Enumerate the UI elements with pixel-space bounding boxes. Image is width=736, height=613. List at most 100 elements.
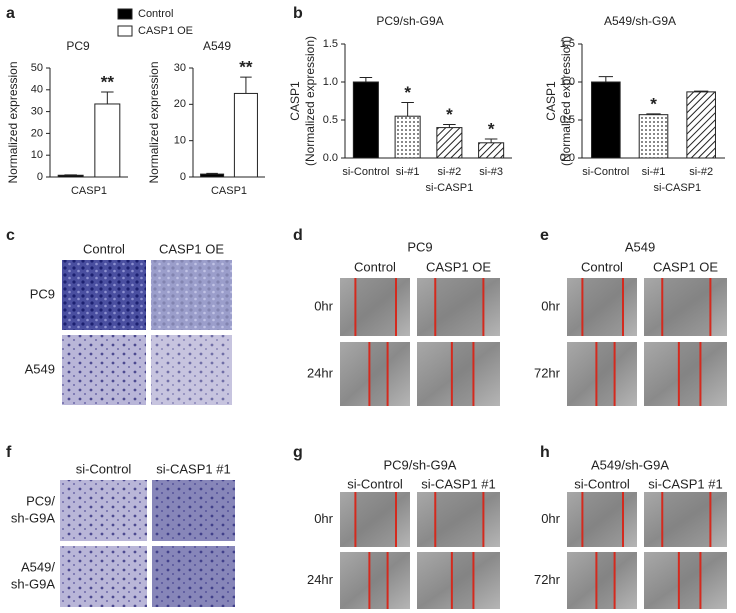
column-header: CASP1 OE [653, 259, 718, 274]
row-header: 0hr [541, 298, 560, 313]
error-bar [206, 172, 218, 175]
chart-title: A549/sh-G9A [604, 14, 676, 28]
wound-gap [435, 492, 484, 547]
panel-title: A549/sh-G9A [591, 457, 669, 472]
micrograph [417, 342, 500, 406]
wound-gap [662, 492, 711, 547]
micrograph [417, 552, 500, 609]
y-tick-label: 0 [37, 171, 43, 183]
y-tick-label: 1.5 [323, 38, 338, 50]
significance: * [446, 105, 453, 124]
panel-label: e [540, 227, 549, 244]
panel-label: g [293, 444, 303, 461]
group-label: si-CASP1 [653, 182, 701, 194]
panel-label: h [540, 444, 550, 461]
micrograph [567, 278, 637, 336]
error-bar [484, 138, 498, 143]
micrograph [60, 546, 147, 607]
bar [94, 103, 121, 178]
bar [394, 115, 421, 159]
significance: * [488, 119, 495, 138]
wound-gap [678, 342, 701, 406]
panel-title: A549 [625, 239, 655, 254]
y-tick-label: 50 [31, 62, 43, 74]
wound-gap [451, 342, 474, 406]
y-tick-label: 30 [174, 62, 186, 74]
column-header: si-CASP1 #1 [421, 476, 495, 491]
micrograph [340, 552, 410, 609]
x-tick-label: si-Control [342, 166, 389, 178]
row-header: 24hr [307, 572, 334, 587]
bar [436, 127, 463, 159]
y-tick-label: 30 [31, 106, 43, 118]
wound-gap [582, 492, 623, 547]
y-tick-label: 0 [180, 171, 186, 183]
panel-label: d [293, 227, 303, 244]
micrograph [152, 546, 235, 607]
row-header: 0hr [541, 511, 560, 526]
y-axis-label: Normalized expression [6, 61, 20, 183]
micrograph-overlay [151, 260, 232, 330]
row-header: A549/ [21, 559, 55, 574]
group-label: si-CASP1 [426, 182, 474, 194]
column-header: CASP1 OE [426, 259, 491, 274]
y-axis-label: (Normalized expression) [303, 36, 317, 166]
column-header: si-Control [574, 476, 630, 491]
micrograph [417, 492, 500, 547]
y-tick-label: 10 [31, 149, 43, 161]
x-tick-label: si-#2 [437, 166, 461, 178]
y-tick-label: 0.0 [323, 152, 338, 164]
error-bar [443, 124, 456, 128]
wound-gap [435, 278, 484, 336]
bar [57, 174, 84, 178]
row-header: sh-G9A [11, 510, 55, 525]
bar [686, 91, 716, 159]
y-tick-label: 0.5 [560, 114, 575, 126]
wound-gap [451, 552, 474, 609]
micrograph [567, 342, 637, 406]
micrograph-overlay [152, 546, 235, 607]
wound-gap [355, 278, 396, 336]
error-bar [646, 113, 661, 115]
wound-gap [662, 278, 711, 336]
x-tick-label: si-#1 [396, 166, 420, 178]
column-header: Control [581, 259, 623, 274]
significance: * [404, 83, 411, 102]
y-tick-label: 0.0 [560, 152, 575, 164]
x-tick-label: si-#3 [479, 166, 503, 178]
y-axis-label: (Normalized expression) [559, 36, 573, 166]
error-bar [598, 76, 613, 82]
micrograph [151, 260, 232, 330]
significance: * [650, 94, 657, 113]
micrograph [417, 278, 500, 336]
x-tick-label: si-#1 [642, 166, 666, 178]
column-header: CASP1 OE [159, 241, 224, 256]
legend-swatch [117, 25, 133, 37]
panel-label: c [6, 227, 15, 244]
micrograph [152, 480, 235, 541]
row-header: 72hr [534, 365, 561, 380]
micrograph-overlay [151, 335, 232, 405]
bar [638, 114, 669, 159]
micrograph [644, 342, 727, 406]
micrograph [340, 342, 410, 406]
y-tick-label: 0.5 [323, 114, 338, 126]
micrograph [340, 278, 410, 336]
column-header: Control [354, 259, 396, 274]
significance: ** [239, 58, 253, 77]
row-header: PC9/ [26, 493, 55, 508]
y-tick-label: 1.5 [560, 38, 575, 50]
chart-title: PC9/sh-G9A [376, 14, 443, 28]
bar [591, 81, 621, 159]
row-header: PC9 [30, 286, 55, 301]
error-bar [359, 76, 373, 82]
wound-gap [582, 278, 623, 336]
wound-gap [369, 342, 388, 406]
micrograph [340, 492, 410, 547]
row-header: 24hr [307, 365, 334, 380]
row-header: 0hr [314, 511, 333, 526]
wound-gap [596, 552, 615, 609]
legend-label: Control [138, 8, 173, 20]
chart-title: A549 [203, 39, 231, 53]
